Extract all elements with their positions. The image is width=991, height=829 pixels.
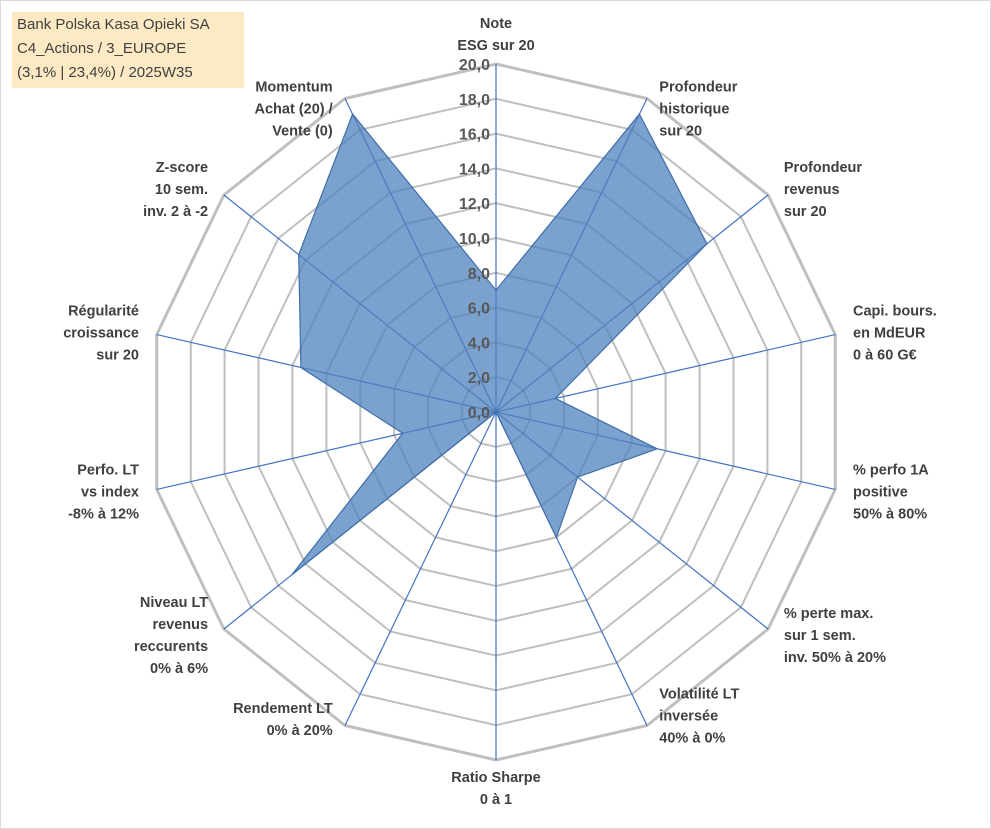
axis-label-2: historique (659, 101, 729, 117)
axis-label-13: inv. 2 à -2 (143, 204, 208, 220)
axis-label-6: inv. 50% à 20% (784, 650, 886, 666)
axis-label-11: -8% à 12% (68, 507, 139, 523)
tick-label: 14,0 (459, 161, 490, 178)
tick-label: 16,0 (459, 127, 490, 144)
axis-label-14: Achat (20) / (255, 101, 333, 117)
axis-label-4: 0 à 60 G€ (853, 347, 917, 363)
axis-label-3: sur 20 (784, 204, 827, 220)
axis-label-5: positive (853, 485, 908, 501)
axis-label-6: % perte max. (784, 606, 873, 622)
axis-label-7: inversée (659, 709, 718, 725)
axis-label-3: Profondeur (784, 160, 862, 176)
axis-label-3: revenus (784, 182, 840, 198)
axis-label-1: ESG sur 20 (457, 38, 534, 54)
axis-label-4: Capi. bours. (853, 303, 937, 319)
axis-label-14: Momentum (255, 79, 332, 95)
tick-label: 8,0 (468, 266, 490, 283)
tick-label: 12,0 (459, 196, 490, 213)
axis-label-14: Vente (0) (272, 123, 333, 139)
axis-label-13: Z-score (156, 160, 208, 176)
axis-label-9: 0% à 20% (267, 723, 333, 739)
axis-label-10: revenus (152, 617, 208, 633)
axis-label-10: 0% à 6% (150, 661, 208, 677)
radar-tick-labels: 0,0 2,0 4,0 6,0 8,0 10,0 12,0 14,0 16,0 18,0 20,0 (459, 57, 490, 422)
axis-label-13: 10 sem. (155, 182, 208, 198)
axis-label-6: sur 1 sem. (784, 628, 856, 644)
axis-label-12: sur 20 (96, 347, 139, 363)
axis-label-1: Note (480, 16, 512, 32)
chart-title: Bank Polska Kasa Opieki SA C4_Actions / … (12, 12, 244, 88)
axis-label-2: sur 20 (659, 123, 702, 139)
title-line-1: Bank Polska Kasa Opieki SA (17, 16, 210, 33)
axis-label-12: Régularité (68, 303, 139, 319)
axis-label-8: Ratio Sharpe (451, 770, 540, 786)
radar-series-area (291, 112, 708, 576)
axis-label-5: % perfo 1A (853, 463, 929, 479)
axis-label-10: Niveau LT (140, 595, 208, 611)
axis-label-11: vs index (81, 485, 139, 501)
radar-spoke-9 (344, 411, 497, 726)
axis-label-12: croissance (63, 325, 139, 341)
axis-label-9: Rendement LT (233, 701, 333, 717)
axis-label-7: Volatilité LT (659, 687, 739, 703)
axis-label-5: 50% à 80% (853, 507, 927, 523)
tick-label: 6,0 (468, 301, 490, 318)
tick-label: 18,0 (459, 92, 490, 109)
radar-series (291, 112, 708, 576)
axis-label-8: 0 à 1 (480, 792, 512, 808)
axis-label-10: reccurents (134, 639, 208, 655)
title-line-2: C4_Actions / 3_EUROPE (17, 40, 187, 57)
tick-label: 0,0 (468, 405, 490, 422)
tick-label: 4,0 (468, 335, 490, 352)
title-line-3: (3,1% | 23,4%) / 2025W35 (17, 64, 193, 81)
axis-label-11: Perfo. LT (77, 463, 139, 479)
axis-label-7: 40% à 0% (659, 731, 725, 747)
radar-axis-labels: Note ESG sur 20 Profondeur historique sur 20… (63, 16, 937, 808)
tick-label: 20,0 (459, 57, 490, 74)
axis-label-2: Profondeur (659, 79, 737, 95)
tick-label: 2,0 (468, 370, 490, 387)
tick-label: 10,0 (459, 231, 490, 248)
axis-label-4: en MdEUR (853, 325, 926, 341)
